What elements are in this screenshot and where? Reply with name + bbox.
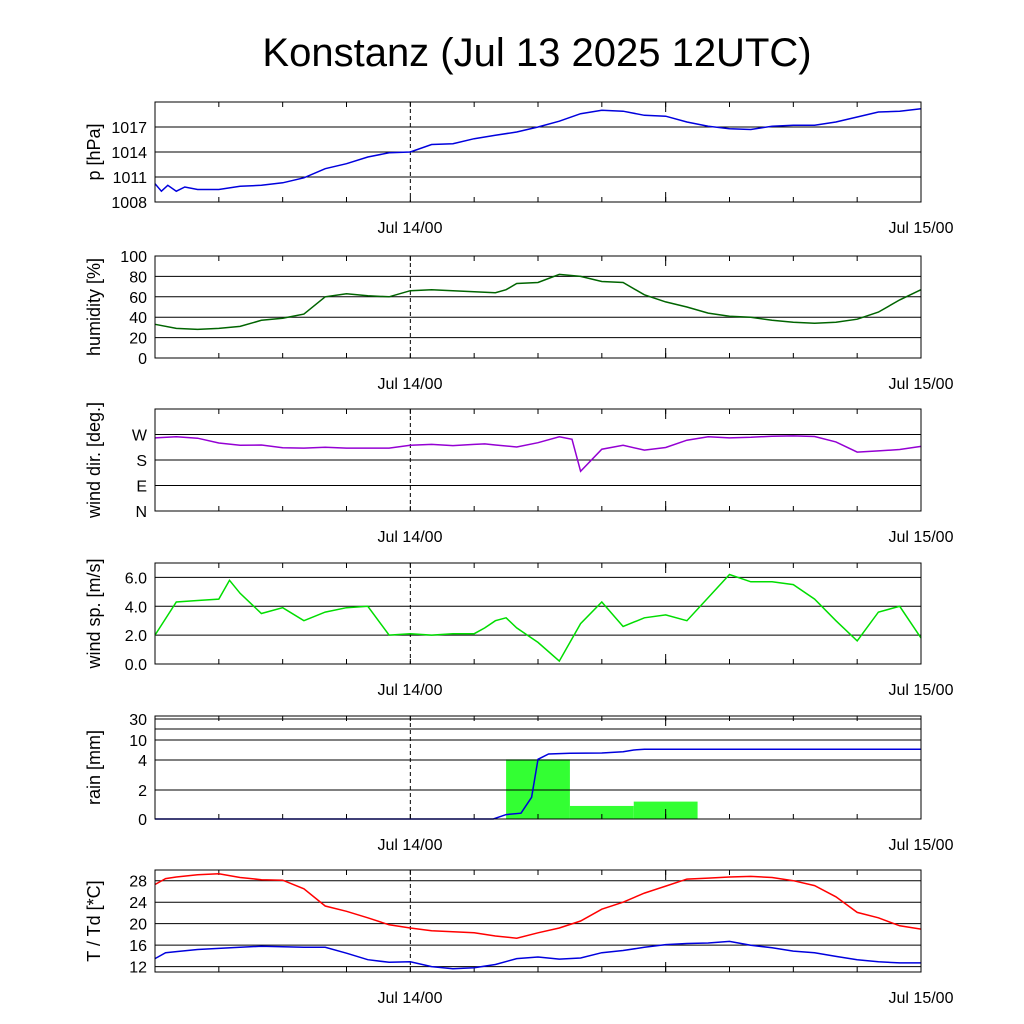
x-tick-label: Jul 14/00 (378, 529, 443, 546)
y-tick-label: W (132, 428, 148, 445)
x-tick-label: Jul 14/00 (378, 682, 443, 699)
x-tick-label: Jul 15/00 (889, 837, 954, 854)
y-axis-label: wind sp. [m/s] (84, 558, 104, 669)
y-tick-label: 2 (138, 783, 147, 800)
x-tick-label: Jul 15/00 (889, 220, 954, 237)
y-tick-label: 20 (129, 331, 147, 348)
y-tick-label: 2.0 (125, 628, 147, 645)
x-tick-label: Jul 14/00 (378, 837, 443, 854)
panel-frame (154, 562, 922, 665)
panel-2: 0 20 40 60 80 100 Jul 14/00 Jul 15/00 humidity [… (84, 249, 954, 393)
y-tick-label: N (135, 504, 147, 521)
y-axis-label: p [hPa] (84, 123, 104, 180)
y-axis-label: wind dir. [deg.] (84, 402, 104, 519)
y-tick-label: 16 (129, 938, 147, 955)
y-tick-label: 4 (138, 753, 147, 770)
series-line-pressure (154, 107, 922, 193)
y-tick-label: 20 (129, 917, 147, 934)
y-tick-label: 80 (129, 269, 147, 286)
y-axis-label: humidity [%] (84, 258, 104, 356)
y-tick-label: 28 (129, 874, 147, 891)
x-tick-label: Jul 14/00 (378, 220, 443, 237)
y-tick-label: 12 (129, 960, 147, 977)
y-tick-label: 10 (129, 733, 147, 750)
y-tick-label: 30 (129, 712, 147, 729)
x-tick-label: Jul 14/00 (378, 990, 443, 1007)
panel-6: 12 16 20 24 28 Jul 14/00 Jul 15/00 T / Td [*C] (84, 869, 954, 1007)
y-tick-label: 0 (138, 812, 147, 829)
y-tick-label: 1017 (111, 120, 147, 137)
panel-frame (154, 715, 922, 820)
series-line-humidity (154, 273, 922, 331)
y-tick-label: 1011 (113, 170, 148, 187)
series-line-dewpoint (154, 940, 921, 970)
y-tick-label: E (136, 479, 147, 496)
x-tick-label: Jul 15/00 (889, 990, 954, 1007)
panel-frame (154, 408, 922, 512)
y-tick-label: 100 (120, 249, 147, 266)
y-tick-label: 60 (129, 290, 147, 307)
y-axis-label: T / Td [*C] (84, 880, 104, 961)
y-tick-label: 6.0 (125, 570, 147, 587)
y-tick-label: 40 (129, 310, 147, 327)
series-line-wind_speed (154, 573, 922, 663)
panel-frame (154, 101, 922, 203)
y-tick-label: 1014 (111, 145, 147, 162)
series-line-rain_cum (155, 748, 921, 820)
x-tick-label: Jul 14/00 (378, 376, 443, 393)
y-tick-label: S (136, 453, 147, 470)
panel-4: 0.0 2.0 4.0 6.0 Jul 14/00 Jul 15/00 wind sp. [… (84, 558, 954, 699)
rain-bar-1 (506, 759, 570, 819)
y-axis-label: rain [mm] (84, 730, 104, 805)
y-tick-label: 4.0 (125, 599, 147, 616)
y-tick-label: 1008 (111, 195, 147, 212)
x-tick-label: Jul 15/00 (889, 376, 954, 393)
y-tick-label: 0 (138, 351, 147, 368)
x-tick-label: Jul 15/00 (889, 682, 954, 699)
panel-frame (154, 255, 922, 359)
panels: 1008 1011 1014 1017 Jul 14/00 Jul 15/00 p [hPa… (84, 101, 954, 1007)
panel-frame (154, 869, 922, 973)
x-tick-label: Jul 15/00 (889, 529, 954, 546)
series-line-temperature (154, 873, 922, 939)
y-tick-label: 24 (129, 895, 147, 912)
chart-title: Konstanz (Jul 13 2025 12UTC) (262, 31, 811, 75)
rain-bar-2 (569, 805, 634, 819)
panel-5: 0 2 4 10 30 Jul 14/00 Jul 15/00 rain [mm] (84, 712, 954, 854)
series-line-wind_dir (154, 435, 922, 473)
y-tick-label: 0.0 (125, 657, 147, 674)
panel-1: 1008 1011 1014 1017 Jul 14/00 Jul 15/00 p [hPa… (84, 101, 954, 237)
